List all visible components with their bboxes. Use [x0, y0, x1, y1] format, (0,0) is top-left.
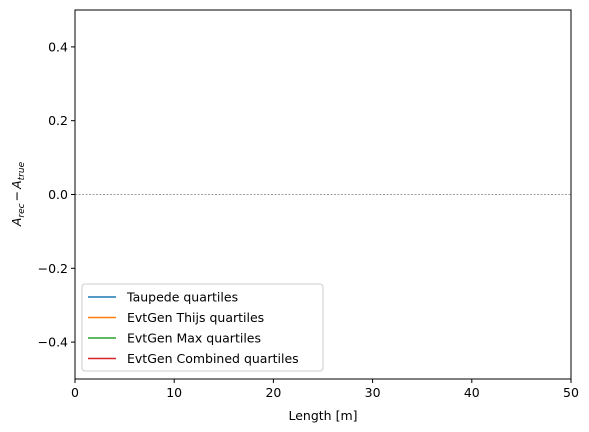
- legend-box: [81, 283, 324, 372]
- y-tick-label: 0.2: [48, 113, 68, 128]
- y-label-sub-true: true: [17, 161, 27, 180]
- legend-label: EvtGen Max quartiles: [127, 331, 261, 346]
- legend-label: EvtGen Combined quartiles: [127, 351, 299, 366]
- x-axis-ticks: 0 10 20 30 40 50: [71, 379, 579, 400]
- y-axis-ticks: −0.4 −0.2 0.0 0.2 0.4: [38, 39, 75, 350]
- x-tick-label: 0: [71, 385, 79, 400]
- x-tick-label: 50: [563, 385, 579, 400]
- y-label-sub-rec: rec: [17, 203, 27, 217]
- y-tick-label: 0.4: [48, 39, 68, 54]
- y-label-minus: −: [9, 191, 24, 201]
- svg-text:Arec−Atrue: Arec−Atrue: [9, 161, 27, 227]
- x-tick-label: 40: [464, 385, 480, 400]
- x-axis-label: Length [m]: [288, 408, 357, 423]
- y-tick-label: −0.2: [38, 261, 68, 276]
- legend-label: EvtGen Thijs quartiles: [127, 310, 264, 325]
- y-axis-label: Arec−Atrue: [9, 161, 27, 227]
- x-tick-label: 10: [166, 385, 182, 400]
- y-label-main-a: A: [9, 218, 24, 228]
- y-label-main-a2: A: [9, 180, 24, 190]
- y-tick-label: 0.0: [48, 187, 68, 202]
- x-tick-label: 30: [365, 385, 381, 400]
- legend: Taupede quartiles EvtGen Thijs quartiles E…: [81, 283, 324, 372]
- legend-label: Taupede quartiles: [126, 290, 238, 305]
- x-tick-label: 20: [265, 385, 281, 400]
- y-tick-label: −0.4: [38, 335, 68, 350]
